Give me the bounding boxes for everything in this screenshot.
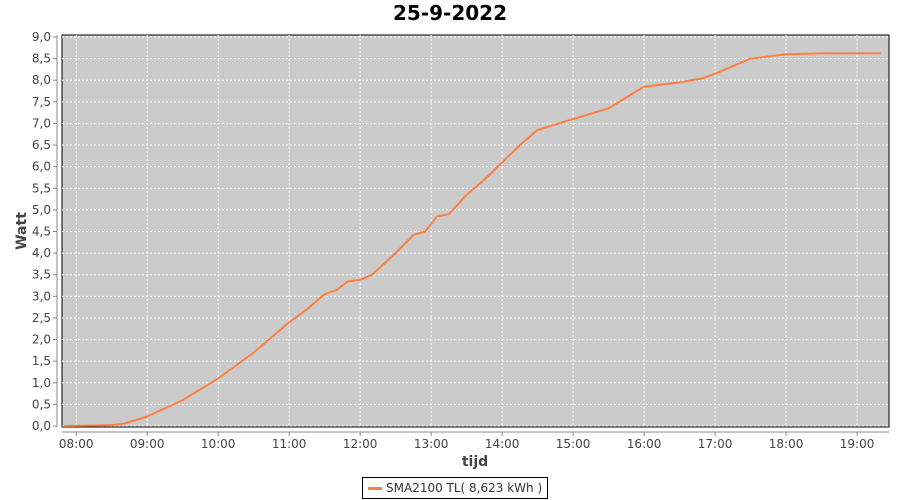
- chart-title: 25-9-2022: [393, 1, 507, 25]
- y-tick-label: 3,5: [32, 268, 51, 282]
- x-tick-label: 17:00: [698, 437, 733, 451]
- y-tick-label: 7,5: [32, 95, 51, 109]
- y-tick-label: 7,0: [32, 116, 51, 130]
- y-tick-label: 5,5: [32, 181, 51, 195]
- x-tick-label: 08:00: [59, 437, 94, 451]
- x-tick-label: 19:00: [840, 437, 875, 451]
- x-tick-label: 13:00: [414, 437, 449, 451]
- legend-label: SMA2100 TL( 8,623 kWh ): [386, 481, 543, 495]
- x-tick-label: 18:00: [769, 437, 804, 451]
- x-tick-label: 14:00: [485, 437, 520, 451]
- y-tick-label: 1,5: [32, 354, 51, 368]
- y-tick-label: 8,5: [32, 52, 51, 66]
- series: [64, 52, 881, 427]
- series-line: [64, 52, 881, 427]
- y-tick-label: 8,0: [32, 73, 51, 87]
- y-tick-label: 5,0: [32, 203, 51, 217]
- y-axis-label: Watt: [14, 212, 30, 250]
- y-tick-label: 2,0: [32, 333, 51, 347]
- y-tick-label: 0,0: [32, 419, 51, 433]
- legend-swatch: [368, 486, 382, 490]
- y-tick-label: 6,0: [32, 160, 51, 174]
- x-axis: 08:00 09:00 10:00 11:00 12:00 13:00 14:00 15:00…: [59, 431, 889, 451]
- y-tick-label: 4,5: [32, 225, 51, 239]
- y-axis: 0,0 0,5 1,0 1,5 2,0 2,5 3,0 3,5 4,0 4,5 5,0 5,5 6,0 6…: [32, 30, 58, 433]
- y-tick-label: 2,5: [32, 311, 51, 325]
- x-tick-label: 12:00: [343, 437, 378, 451]
- x-tick-label: 15:00: [556, 437, 591, 451]
- legend: SMA2100 TL( 8,623 kWh ): [362, 477, 549, 499]
- y-tick-label: 9,0: [32, 30, 51, 44]
- x-tick-label: 16:00: [627, 437, 662, 451]
- y-tick-label: 3,0: [32, 289, 51, 303]
- y-tick-label: 0,5: [32, 397, 51, 411]
- x-axis-label: tijd: [462, 454, 488, 470]
- x-tick-label: 10:00: [201, 437, 236, 451]
- x-tick-label: 11:00: [272, 437, 307, 451]
- x-tick-label: 09:00: [130, 437, 165, 451]
- y-tick-label: 1,0: [32, 376, 51, 390]
- y-tick-label: 4,0: [32, 246, 51, 260]
- grid: [62, 35, 889, 427]
- y-tick-label: 6,5: [32, 138, 51, 152]
